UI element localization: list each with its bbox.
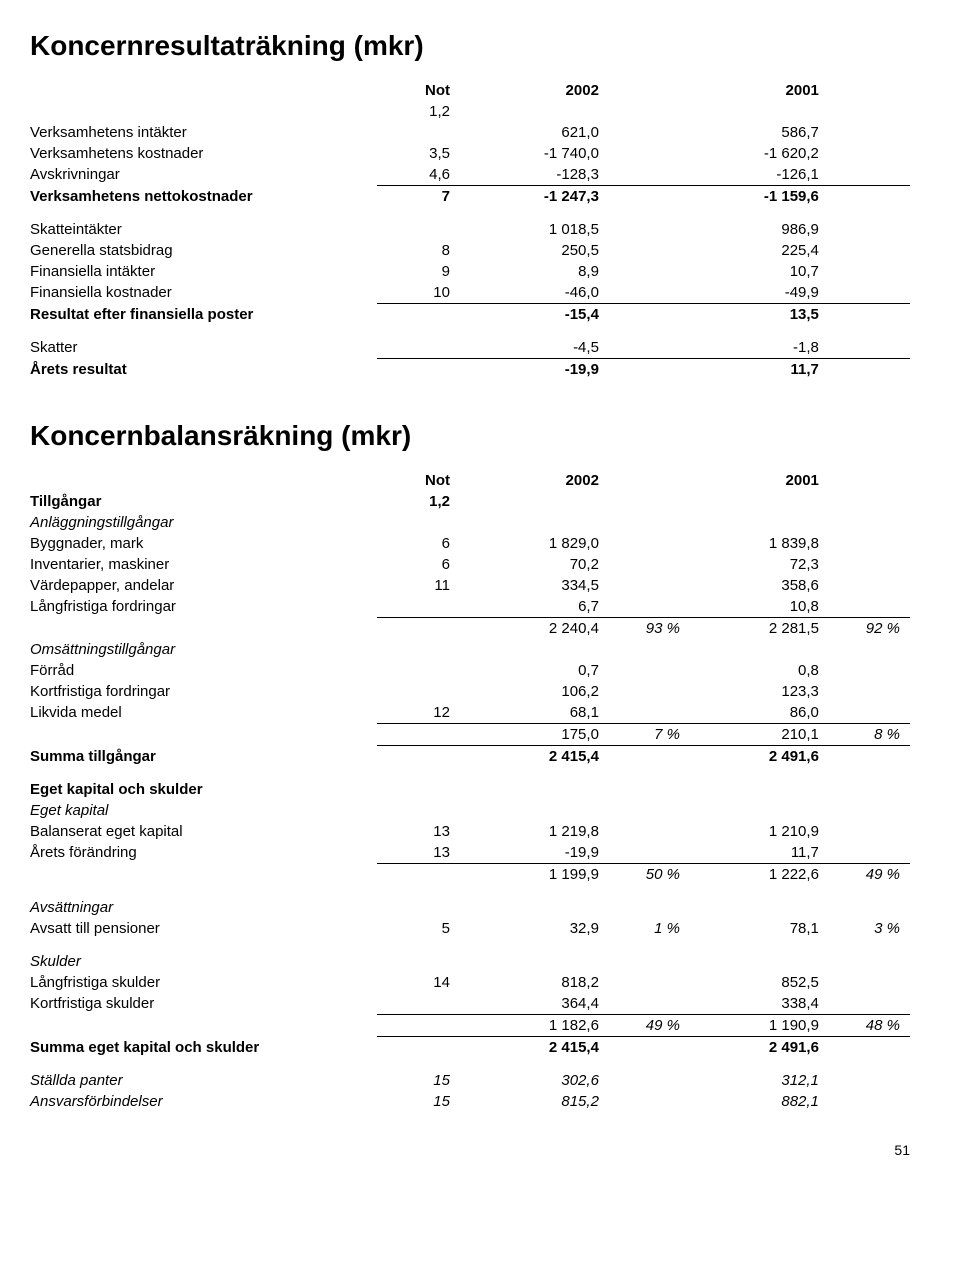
row-tillgangar: Tillgångar 1,2 bbox=[30, 491, 910, 512]
col-2002: 2002 bbox=[470, 80, 609, 101]
row-anlagg-sum: 2 240,4 93 % 2 281,5 92 % bbox=[30, 618, 910, 640]
table-row: Verksamhetens kostnader 3,5 -1 740,0 -1 … bbox=[30, 143, 910, 164]
table-row: Långfristiga fordringar 6,7 10,8 bbox=[30, 596, 910, 618]
table-row: Byggnader, mark 6 1 829,0 1 839,8 bbox=[30, 533, 910, 554]
table-row: Inventarier, maskiner 6 70,2 72,3 bbox=[30, 554, 910, 575]
row-eget-kapital: Eget kapital bbox=[30, 800, 910, 821]
row-skulder: Skulder bbox=[30, 951, 910, 972]
table-row: Skatteintäkter 1 018,5 986,9 bbox=[30, 219, 910, 240]
balance-sheet-table: Not 2002 2001 Tillgångar 1,2 Anläggnings… bbox=[30, 470, 910, 1112]
row-ek-sum: 1 199,9 50 % 1 222,6 49 % bbox=[30, 864, 910, 886]
title-balance-sheet: Koncernbalansräkning (mkr) bbox=[30, 420, 910, 452]
table-row: Förråd 0,7 0,8 bbox=[30, 660, 910, 681]
row-avsattningar: Avsättningar bbox=[30, 897, 910, 918]
row-stallda-panter: Ställda panter 15 302,6 312,1 bbox=[30, 1070, 910, 1091]
table-row: Kortfristiga skulder 364,4 338,4 bbox=[30, 993, 910, 1015]
row-nettokostnader: Verksamhetens nettokostnader 7 -1 247,3 … bbox=[30, 186, 910, 208]
row-anlaggningstillgangar: Anläggningstillgångar bbox=[30, 512, 910, 533]
page-number: 51 bbox=[30, 1142, 910, 1158]
col-not: Not bbox=[377, 80, 470, 101]
table-row: Långfristiga skulder 14 818,2 852,5 bbox=[30, 972, 910, 993]
table-row: Generella statsbidrag 8 250,5 225,4 bbox=[30, 240, 910, 261]
col-2002: 2002 bbox=[470, 470, 609, 491]
row-omsattningstillgangar: Omsättningstillgångar bbox=[30, 639, 910, 660]
note-12: 1,2 bbox=[377, 101, 470, 122]
table-row: Finansiella kostnader 10 -46,0 -49,9 bbox=[30, 282, 910, 304]
col-not: Not bbox=[377, 470, 470, 491]
table-row: Kortfristiga fordringar 106,2 123,3 bbox=[30, 681, 910, 702]
title-income-statement: Koncernresultaträkning (mkr) bbox=[30, 30, 910, 62]
table-row: Balanserat eget kapital 13 1 219,8 1 210… bbox=[30, 821, 910, 842]
row-avsatt-pensioner: Avsatt till pensioner 5 32,9 1 % 78,1 3 … bbox=[30, 918, 910, 939]
income-statement-table: Not 2002 2001 1,2 Verksamhetens intäkter… bbox=[30, 80, 910, 380]
row-summa-ek-skulder: Summa eget kapital och skulder 2 415,4 2… bbox=[30, 1037, 910, 1059]
col-2001: 2001 bbox=[690, 80, 829, 101]
row-skulder-sum: 1 182,6 49 % 1 190,9 48 % bbox=[30, 1015, 910, 1037]
table-row: Likvida medel 12 68,1 86,0 bbox=[30, 702, 910, 724]
table-row: Årets förändring 13 -19,9 11,7 bbox=[30, 842, 910, 864]
row-ansvarsforbindelser: Ansvarsförbindelser 15 815,2 882,1 bbox=[30, 1091, 910, 1112]
table-row: Värdepapper, andelar 11 334,5 358,6 bbox=[30, 575, 910, 596]
table-row: Finansiella intäkter 9 8,9 10,7 bbox=[30, 261, 910, 282]
table-row: Verksamhetens intäkter 621,0 586,7 bbox=[30, 122, 910, 143]
row-ek-skulder-header: Eget kapital och skulder bbox=[30, 779, 910, 800]
row-oms-sum: 175,0 7 % 210,1 8 % bbox=[30, 724, 910, 746]
row-finansiella-poster: Resultat efter finansiella poster -15,4 … bbox=[30, 304, 910, 326]
table-row: Avskrivningar 4,6 -128,3 -126,1 bbox=[30, 164, 910, 186]
row-summa-tillgangar: Summa tillgångar 2 415,4 2 491,6 bbox=[30, 746, 910, 768]
row-skatter: Skatter -4,5 -1,8 bbox=[30, 337, 910, 359]
col-2001: 2001 bbox=[690, 470, 829, 491]
row-arets-resultat: Årets resultat -19,9 11,7 bbox=[30, 359, 910, 381]
